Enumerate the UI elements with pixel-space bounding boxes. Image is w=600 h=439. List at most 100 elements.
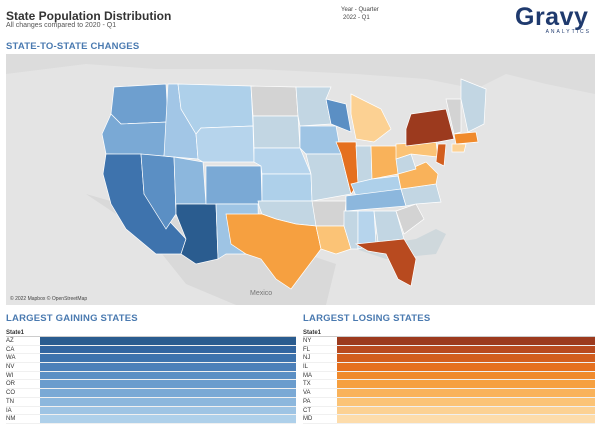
color-bar[interactable] xyxy=(40,354,296,363)
losing-column-header[interactable]: State1 xyxy=(303,329,595,337)
color-bar[interactable] xyxy=(40,406,296,415)
state-nj[interactable] xyxy=(435,143,447,167)
table-row[interactable]: PA xyxy=(303,397,595,407)
state-wa[interactable] xyxy=(110,83,169,125)
state-code: NV xyxy=(6,364,15,371)
table-row[interactable]: TN xyxy=(6,397,296,407)
table-row[interactable]: NY xyxy=(303,337,595,346)
state-code: WI xyxy=(6,372,14,379)
table-row[interactable]: WA xyxy=(6,354,296,364)
state-code: CO xyxy=(6,390,15,397)
color-bar[interactable] xyxy=(337,380,595,389)
state-code: NM xyxy=(6,416,16,423)
table-row[interactable]: WI xyxy=(6,371,296,381)
filter-value[interactable]: 2022 - Q1 xyxy=(343,15,370,21)
state-mi[interactable] xyxy=(350,93,392,143)
state-code: NJ xyxy=(303,355,311,362)
filter-label: Year - Quarter xyxy=(341,7,379,13)
state-fl[interactable] xyxy=(354,238,417,287)
state-sc[interactable] xyxy=(395,203,425,235)
table-row[interactable]: TX xyxy=(303,380,595,390)
color-bar[interactable] xyxy=(337,371,595,380)
state-co[interactable] xyxy=(205,165,263,205)
table-row[interactable]: NM xyxy=(6,415,296,424)
table-row[interactable]: NJ xyxy=(303,354,595,364)
table-row[interactable]: VA xyxy=(303,389,595,398)
mexico-label: Mexico xyxy=(250,290,273,297)
color-bar[interactable] xyxy=(337,354,595,363)
state-mo[interactable] xyxy=(305,153,352,202)
state-tx[interactable] xyxy=(225,213,322,290)
state-code: OR xyxy=(6,381,15,388)
color-bar[interactable] xyxy=(40,415,296,423)
dashboard-subtitle: All changes compared to 2020 - Q1 xyxy=(6,22,117,29)
color-bar[interactable] xyxy=(337,363,595,371)
state-code: TX xyxy=(303,381,311,388)
color-bar[interactable] xyxy=(337,415,595,423)
color-bar[interactable] xyxy=(40,397,296,406)
color-bar[interactable] xyxy=(337,397,595,406)
table-row[interactable]: OR xyxy=(6,380,296,390)
canada-region xyxy=(6,54,595,94)
state-code: NY xyxy=(303,338,312,344)
state-ar[interactable] xyxy=(311,200,347,227)
state-me[interactable] xyxy=(460,78,487,133)
color-bar[interactable] xyxy=(337,389,595,397)
color-bar[interactable] xyxy=(337,345,595,354)
map-section-title: STATE-TO-STATE CHANGES xyxy=(6,41,140,52)
state-code: MD xyxy=(303,416,313,423)
state-la[interactable] xyxy=(315,225,352,255)
state-code: CA xyxy=(6,346,15,353)
state-nd[interactable] xyxy=(250,85,299,117)
state-change-map[interactable]: Mexico © 2022 Mapbox © OpenStreetMap xyxy=(6,54,595,305)
logo-word: Gravy xyxy=(515,3,589,31)
color-bar[interactable] xyxy=(40,337,296,345)
color-bar[interactable] xyxy=(337,406,595,415)
table-row[interactable]: IA xyxy=(6,406,296,416)
state-code: TN xyxy=(6,398,14,405)
table-row[interactable]: CT xyxy=(303,406,595,416)
logo-tagline: ANALYTICS xyxy=(545,29,591,35)
state-mn[interactable] xyxy=(295,86,332,127)
state-ma[interactable] xyxy=(453,131,479,145)
color-bar[interactable] xyxy=(40,380,296,389)
state-wi[interactable] xyxy=(325,98,352,133)
gravy-analytics-logo: Gravy ANALYTICS xyxy=(515,3,595,35)
color-bar[interactable] xyxy=(40,371,296,380)
state-code: VA xyxy=(303,390,311,397)
table-row[interactable]: CO xyxy=(6,389,296,398)
map-credit[interactable]: © 2022 Mapbox © OpenStreetMap xyxy=(10,296,88,302)
state-code: CT xyxy=(303,407,311,414)
table-row[interactable]: NV xyxy=(6,363,296,372)
table-row[interactable]: IL xyxy=(303,363,595,372)
color-bar[interactable] xyxy=(40,363,296,371)
color-bar[interactable] xyxy=(337,337,595,345)
color-bar[interactable] xyxy=(40,389,296,397)
table-row[interactable]: FL xyxy=(303,345,595,355)
color-bar[interactable] xyxy=(40,345,296,354)
state-wy[interactable] xyxy=(195,125,255,163)
state-code: IA xyxy=(6,407,12,414)
table-row[interactable]: CA xyxy=(6,345,296,355)
state-vt[interactable] xyxy=(445,98,462,135)
state-ct[interactable] xyxy=(451,143,467,153)
state-code: AZ xyxy=(6,338,14,344)
state-code: FL xyxy=(303,346,311,353)
state-ny[interactable] xyxy=(405,108,455,147)
state-in[interactable] xyxy=(355,145,373,185)
state-oh[interactable] xyxy=(370,145,399,180)
table-row[interactable]: MD xyxy=(303,415,595,424)
losing-section-title: LARGEST LOSING STATES xyxy=(303,313,431,324)
state-ks[interactable] xyxy=(261,173,313,202)
gaining-column-header[interactable]: State1 xyxy=(6,329,296,337)
us-choropleth[interactable] xyxy=(6,54,595,305)
state-code: PA xyxy=(303,398,311,405)
table-row[interactable]: MA xyxy=(303,371,595,381)
year-quarter-filter[interactable]: Year - Quarter 2022 - Q1 xyxy=(341,6,379,22)
state-ms[interactable] xyxy=(343,210,359,250)
table-row[interactable]: AZ xyxy=(6,337,296,346)
state-ia[interactable] xyxy=(299,125,342,155)
state-code: IL xyxy=(303,364,309,371)
state-va[interactable] xyxy=(397,161,439,190)
state-sd[interactable] xyxy=(252,115,301,149)
